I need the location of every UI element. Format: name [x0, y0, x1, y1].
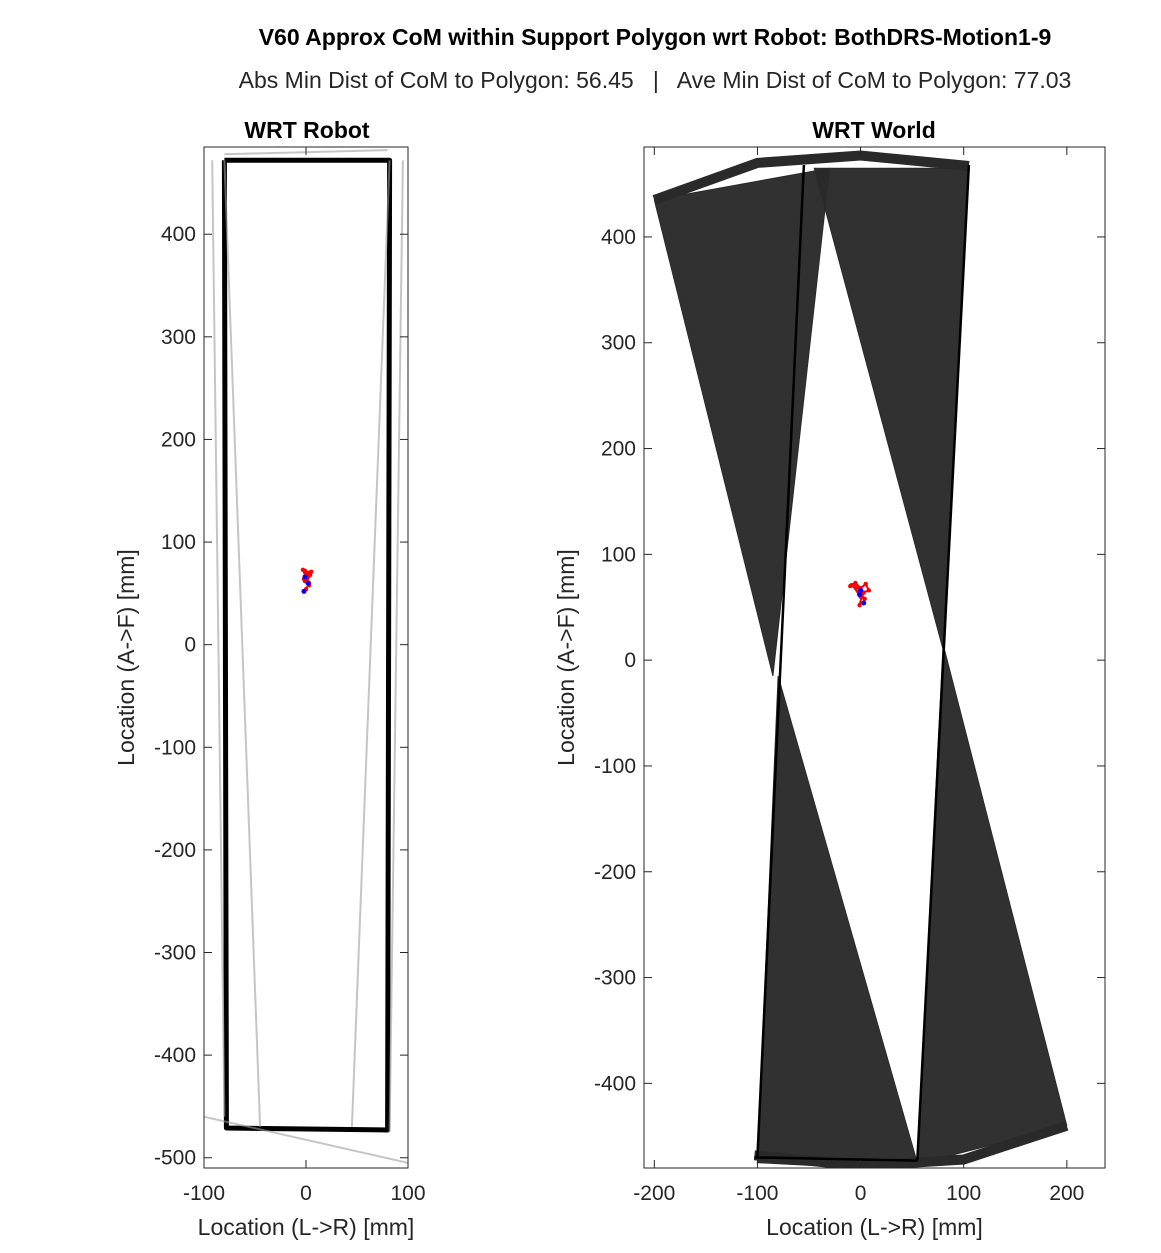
figure-title: V60 Approx CoM within Support Polygon wr…: [259, 24, 1052, 50]
y-tick-label-wrt-robot: -500: [154, 1147, 196, 1170]
com-trajectory-point-wrt-world: [866, 588, 872, 593]
y-tick-label-wrt-robot: 0: [184, 634, 196, 657]
figure-subtitle: Abs Min Dist of CoM to Polygon: 56.45 | …: [239, 67, 1072, 93]
x-tick-label-wrt-world: -200: [633, 1182, 675, 1205]
x-axis-label-wrt-robot: Location (L->R) [mm]: [198, 1214, 415, 1240]
y-tick-label-wrt-world: -200: [594, 861, 636, 884]
com-trajectory-point-wrt-world: [862, 596, 867, 601]
plot-area-wrt-world: [652, 150, 1069, 1168]
com-trajectory-point-wrt-world: [850, 582, 855, 588]
ticks-wrt-world: -200 -100 0 100 200 -400 -300 -200 -100 0 100 200 30…: [594, 147, 1105, 1205]
polygon-trace-line-wrt-robot: [223, 160, 262, 1128]
com-point-wrt-world: [861, 600, 867, 606]
com-point-wrt-robot: [302, 574, 308, 580]
com-trajectory-point-wrt-world: [853, 580, 858, 586]
ticks-wrt-robot: -100 0 100 -500 -400 -300 -200 -100 0 100 200 300 40…: [154, 147, 426, 1205]
support-polygon-wrt-robot: [221, 157, 393, 1133]
x-tick-label-wrt-robot: 100: [390, 1182, 425, 1205]
axes-frame-wrt-world: [643, 146, 1106, 1169]
y-tick-label-wrt-world: -100: [594, 755, 636, 778]
y-tick-label-wrt-robot: -100: [154, 736, 196, 759]
x-tick-label-wrt-world: -100: [736, 1182, 778, 1205]
polygon-trace-line-wrt-robot: [211, 160, 226, 1117]
x-tick-label-wrt-robot: -100: [183, 1182, 225, 1205]
y-tick-label-wrt-robot: 200: [161, 428, 196, 451]
x-axis-label-wrt-world: Location (L->R) [mm]: [766, 1214, 983, 1240]
com-point-wrt-robot: [301, 588, 307, 594]
axes-wrt-world: WRT World -200 -100 0 100 200 -400 -300 -200 -10…: [553, 117, 1106, 1240]
y-tick-label-wrt-robot: -400: [154, 1044, 196, 1067]
y-tick-label-wrt-world: 400: [601, 226, 636, 249]
polygon-sweep-wedge-wrt-world: [756, 675, 918, 1168]
com-trajectory-point-wrt-world: [855, 584, 860, 590]
y-tick-label-wrt-robot: 100: [161, 531, 196, 554]
com-trajectory-point-wrt-robot: [305, 570, 311, 576]
y-tick-label-wrt-robot: -200: [154, 839, 196, 862]
axes-title-wrt-world: WRT World: [812, 117, 936, 143]
sweep-envelope-line-wrt-world: [652, 150, 970, 205]
y-tick-label-wrt-world: -300: [594, 967, 636, 990]
support-polygon-edge-wrt-world: [916, 164, 971, 1161]
com-point-wrt-world: [858, 587, 864, 593]
x-tick-label-wrt-robot: 0: [300, 1182, 312, 1205]
y-tick-label-wrt-world: -400: [594, 1072, 636, 1095]
polygon-sweep-wedge-wrt-world: [813, 167, 970, 650]
x-tick-label-wrt-world: 0: [855, 1182, 867, 1205]
y-tick-label-wrt-world: 200: [601, 438, 636, 461]
com-trajectory-point-wrt-world: [857, 602, 862, 608]
x-tick-label-wrt-world: 200: [1049, 1182, 1084, 1205]
polygon-trace-line-wrt-robot: [350, 160, 391, 1128]
polygon-trace-line-wrt-robot: [204, 1115, 408, 1164]
axes-wrt-robot: WRT Robot -100 0 100 -500 -400 -300 -200 -100 0 1…: [113, 117, 426, 1240]
y-tick-label-wrt-robot: 400: [161, 223, 196, 246]
y-tick-label-wrt-world: 300: [601, 332, 636, 355]
polygon-trace-line-wrt-robot: [388, 160, 404, 1133]
y-tick-label-wrt-robot: 300: [161, 326, 196, 349]
com-point-wrt-robot: [305, 580, 311, 586]
sweep-envelope-line-wrt-world: [753, 1120, 1069, 1168]
com-trajectory-point-wrt-robot: [300, 567, 306, 572]
y-axis-label-wrt-robot: Location (A->F) [mm]: [113, 549, 139, 766]
axes-title-wrt-robot: WRT Robot: [244, 117, 370, 143]
support-polygon-edge-wrt-world: [754, 1156, 918, 1162]
x-tick-label-wrt-world: 100: [946, 1182, 981, 1205]
axes-frame-wrt-robot: [203, 146, 409, 1169]
polygon-sweep-wedge-wrt-world: [653, 167, 831, 677]
plot-area-wrt-robot: [204, 149, 408, 1164]
y-axis-label-wrt-world: Location (A->F) [mm]: [553, 549, 579, 766]
y-tick-label-wrt-robot: -300: [154, 942, 196, 965]
y-tick-label-wrt-world: 0: [624, 649, 636, 672]
support-polygon-edge-wrt-world: [756, 164, 806, 1158]
com-trajectory-point-wrt-world: [863, 581, 868, 587]
y-tick-label-wrt-world: 100: [601, 543, 636, 566]
com-point-wrt-world: [857, 592, 863, 598]
